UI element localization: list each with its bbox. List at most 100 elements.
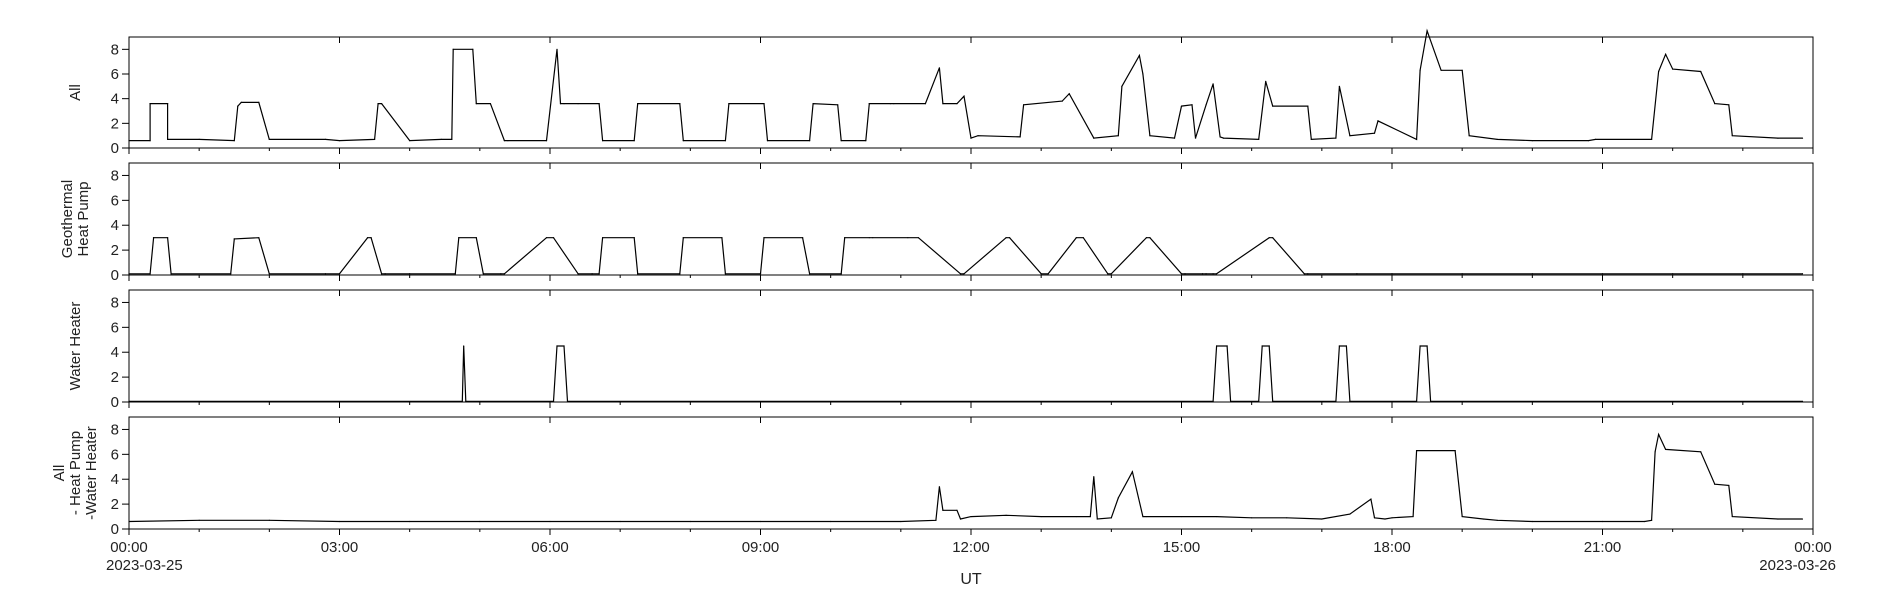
data-point xyxy=(268,138,270,140)
data-point xyxy=(240,101,242,103)
data-point xyxy=(1107,273,1109,275)
data-point xyxy=(763,237,765,239)
data-point xyxy=(381,103,383,105)
data-point xyxy=(577,103,579,105)
data-point xyxy=(1068,93,1070,95)
data-point xyxy=(545,237,548,239)
data-point xyxy=(1310,138,1312,140)
data-point xyxy=(1415,450,1418,452)
data-point xyxy=(1412,515,1414,518)
data-point xyxy=(1777,518,1779,520)
data-point xyxy=(1349,400,1351,402)
data-point xyxy=(840,140,842,142)
data-point xyxy=(1212,400,1214,402)
data-point xyxy=(1321,518,1323,520)
data-point xyxy=(763,103,765,105)
data-point xyxy=(1415,400,1418,402)
data-point xyxy=(149,273,151,275)
data-point xyxy=(1801,518,1804,520)
data-point xyxy=(1215,273,1218,275)
data-point xyxy=(1261,345,1263,347)
y-axis-label: Geothermal xyxy=(59,180,76,258)
data-point xyxy=(268,273,270,275)
data-point xyxy=(482,273,484,275)
data-point xyxy=(1594,138,1597,140)
data-point xyxy=(461,400,463,402)
data-point xyxy=(1149,237,1151,239)
data-point xyxy=(868,237,870,239)
data-point xyxy=(1672,273,1674,275)
data-point xyxy=(1121,85,1123,87)
data-point xyxy=(324,273,327,275)
data-point xyxy=(1601,273,1604,275)
data-point xyxy=(1777,137,1779,139)
data-point xyxy=(1226,345,1228,347)
data-point xyxy=(679,273,681,275)
data-point xyxy=(1093,137,1095,139)
data-point xyxy=(1142,73,1144,75)
data-point xyxy=(682,237,684,239)
data-point xyxy=(559,103,562,105)
data-point xyxy=(1801,273,1804,275)
data-point xyxy=(268,519,270,521)
data-point xyxy=(1728,104,1730,106)
data-point xyxy=(1531,520,1533,523)
data-point xyxy=(552,400,555,402)
data-point xyxy=(198,519,200,521)
series-line-1-1 xyxy=(129,28,1803,142)
x-axis-label: UT xyxy=(960,571,982,588)
data-point xyxy=(830,520,832,523)
data-point xyxy=(942,509,944,511)
data-point xyxy=(1251,517,1253,519)
data-point xyxy=(1651,138,1653,140)
data-point xyxy=(1075,515,1077,518)
data-point xyxy=(338,140,341,142)
y-tick-label: 4 xyxy=(111,471,119,488)
data-point xyxy=(451,138,453,140)
panels-layer: 0 2 4 6 8 All 0 2 4 6 8 Geothermal Heat Pump 0 2 4 6 8 Wat… xyxy=(51,28,1814,538)
data-point xyxy=(370,237,372,239)
data-point xyxy=(545,140,548,142)
data-point xyxy=(1338,345,1340,347)
data-point xyxy=(1728,484,1730,487)
data-point xyxy=(1272,105,1274,107)
data-point xyxy=(889,103,891,105)
data-point xyxy=(479,520,481,523)
data-point xyxy=(237,105,239,107)
x-axis: 00:00 03:00 06:00 09:00 12:00 15:00 18:00 21:00… xyxy=(106,539,1836,574)
y-axis-label: - Heat Pump xyxy=(67,431,84,515)
data-point xyxy=(373,138,376,140)
data-point xyxy=(1714,483,1716,485)
data-point xyxy=(1272,400,1274,402)
data-point xyxy=(1356,273,1358,275)
data-point xyxy=(452,48,454,50)
y-tick-label: 2 xyxy=(111,242,119,259)
data-point xyxy=(1700,451,1702,453)
data-point xyxy=(1005,514,1007,516)
data-point xyxy=(956,103,958,105)
data-point xyxy=(1265,80,1267,82)
data-point xyxy=(1391,273,1393,275)
y-tick-label: 2 xyxy=(111,369,119,386)
data-point xyxy=(1303,273,1305,275)
x-tick-label: 03:00 xyxy=(321,539,359,556)
data-point xyxy=(409,140,411,142)
data-point xyxy=(475,237,477,239)
data-point xyxy=(1093,476,1095,478)
data-point xyxy=(721,237,723,239)
y-tick-label: 0 xyxy=(111,521,119,538)
y-tick-label: 4 xyxy=(111,217,119,234)
data-point xyxy=(938,486,941,488)
data-point xyxy=(724,140,727,142)
data-point xyxy=(1061,100,1063,102)
data-point xyxy=(1531,140,1533,142)
series-line-2-1 xyxy=(129,237,1803,275)
data-point xyxy=(166,237,169,239)
data-point xyxy=(409,520,411,523)
data-point xyxy=(475,103,477,105)
data-point xyxy=(1801,400,1804,402)
data-point xyxy=(1654,451,1656,453)
data-point xyxy=(900,520,902,523)
y-tick-label: 4 xyxy=(111,344,119,361)
